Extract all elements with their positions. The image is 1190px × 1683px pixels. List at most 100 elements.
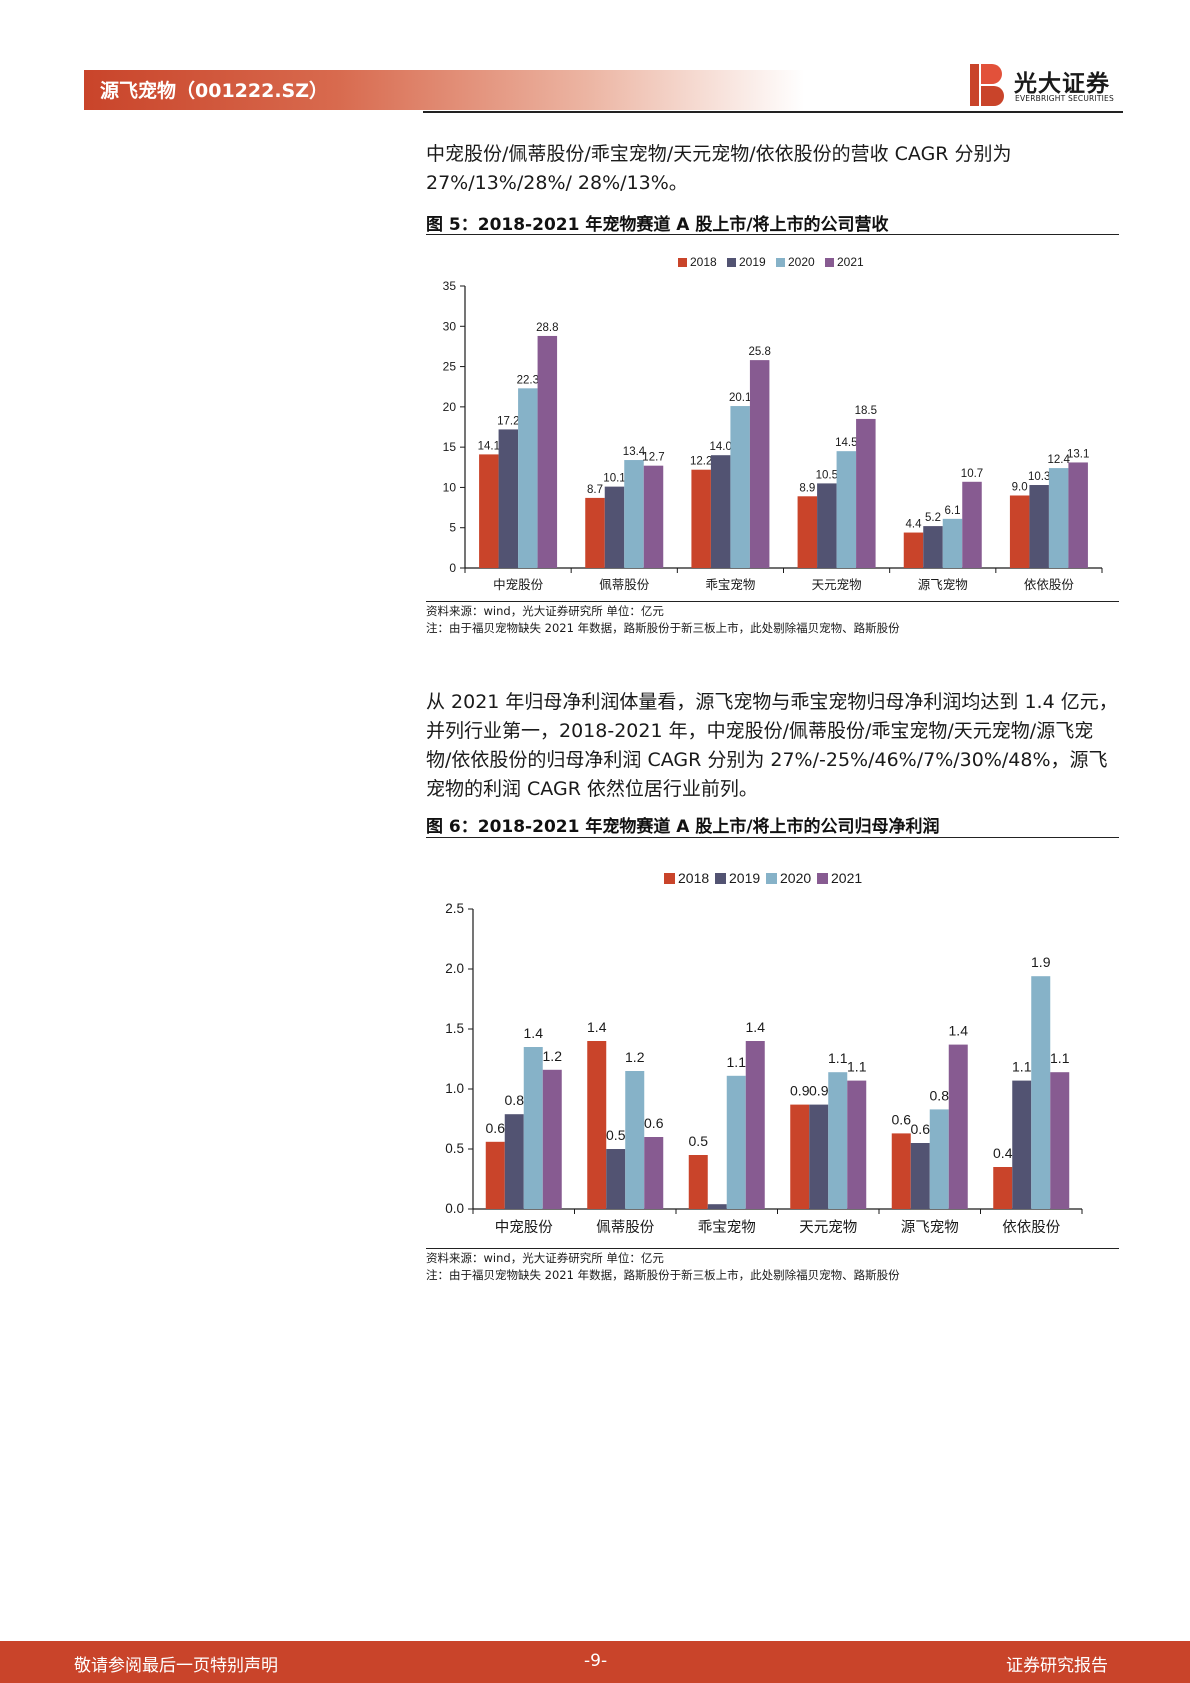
- data-label: 0.5: [689, 1133, 709, 1149]
- revenue-chart: 2018 2019 2020 2021 0 5 10 15 20 25 30 35 14.1 17.2 22…: [443, 255, 1103, 592]
- x-tick-label: 依依股份: [1002, 1219, 1060, 1236]
- data-label: 1.1: [828, 1050, 848, 1066]
- data-label: 0.9: [809, 1083, 829, 1099]
- paragraph-line: 中宠股份/佩蒂股份/乖宝宠物/天元宠物/依依股份的营收 CAGR 分别为: [426, 143, 1012, 165]
- bar: [688, 1155, 708, 1209]
- bar: [537, 335, 558, 568]
- data-label: 0.6: [911, 1121, 931, 1137]
- legend-swatch: [817, 873, 828, 884]
- bar: [942, 518, 963, 568]
- bar: [691, 469, 711, 568]
- bar: [1031, 976, 1051, 1209]
- y-tick-label: 0.5: [445, 1141, 464, 1156]
- bar: [797, 496, 818, 568]
- figure-6-note: 注：由于福贝宠物缺失 2021 年数据，路斯股份于新三板上市，此处剔除福贝宠物、…: [426, 1268, 900, 1282]
- data-label: 6.1: [945, 505, 961, 517]
- bar: [749, 360, 770, 568]
- y-tick-label: 10: [443, 480, 457, 494]
- data-label: 14.5: [835, 437, 857, 449]
- bar: [948, 1044, 968, 1209]
- paragraph-line: 宠物的利润 CAGR 依然位居行业前列。: [426, 778, 758, 800]
- x-tick-label: 天元宠物: [812, 577, 862, 592]
- y-tick-label: 5: [449, 521, 456, 535]
- data-label: 10.3: [1028, 471, 1050, 483]
- data-label: 20.1: [729, 392, 751, 404]
- bar: [523, 1047, 543, 1209]
- data-label: 25.8: [748, 346, 770, 358]
- data-label: 1.4: [746, 1019, 766, 1035]
- bar: [587, 1041, 607, 1209]
- x-tick-label: 源飞宠物: [918, 577, 968, 592]
- data-label: 1.1: [727, 1054, 747, 1070]
- paragraph-line: 并列行业第一，2018-2021 年，中宠股份/佩蒂股份/乖宝宠物/天元宠物/源…: [426, 720, 1094, 742]
- bar: [836, 451, 857, 568]
- logo-text-en: EVERBRIGHT SECURITIES: [1015, 94, 1114, 103]
- bar: [790, 1104, 810, 1209]
- y-tick-label: 2.0: [445, 961, 464, 976]
- bar: [707, 1204, 727, 1209]
- bar: [809, 1104, 829, 1209]
- bar: [1068, 462, 1088, 568]
- data-label: 12.2: [690, 456, 712, 468]
- legend-label: 2018: [678, 870, 709, 886]
- bar: [929, 1109, 949, 1209]
- x-tick-label: 佩蒂股份: [599, 578, 650, 592]
- logo-text-cn: 光大证券: [1014, 71, 1110, 97]
- legend-label: 2019: [739, 255, 766, 269]
- header-bar: [84, 70, 804, 110]
- x-tick-label: 中宠股份: [495, 1219, 553, 1236]
- data-label: 0.6: [486, 1120, 506, 1136]
- bar: [891, 1133, 911, 1209]
- bar: [504, 1114, 524, 1209]
- paragraph-line: 从 2021 年归母净利润体量看，源飞宠物与乖宝宠物归母净利润均达到 1.4 亿…: [426, 691, 1118, 713]
- brand-logo: 光大证券 EVERBRIGHT SECURITIES: [968, 62, 1128, 110]
- bar: [498, 429, 519, 568]
- bar: [993, 1167, 1013, 1209]
- data-label: 9.0: [1012, 481, 1028, 493]
- data-label: 13.1: [1067, 448, 1089, 460]
- paragraph-line: 物/依依股份的归母净利润 CAGR 分别为 27%/-25%/46%/7%/30…: [426, 749, 1108, 771]
- bar: [518, 388, 538, 568]
- data-label: 10.1: [603, 473, 625, 485]
- bar: [903, 532, 924, 568]
- data-label: 12.4: [1047, 454, 1070, 466]
- y-tick-label: 2.5: [445, 901, 464, 916]
- bar: [847, 1080, 867, 1209]
- figure-5-note: 注：由于福贝宠物缺失 2021 年数据，路斯股份于新三板上市，此处剔除福贝宠物、…: [426, 621, 900, 635]
- data-label: 0.8: [930, 1087, 950, 1103]
- figure-6-title: 图 6：2018-2021 年宠物赛道 A 股上市/将上市的公司归母净利润: [426, 817, 940, 837]
- data-label: 1.1: [1012, 1059, 1032, 1075]
- legend-swatch: [727, 258, 736, 267]
- bar: [624, 460, 644, 568]
- data-label: 1.4: [524, 1025, 544, 1041]
- figure-6-source: 资料来源：wind，光大证券研究所 单位：亿元: [426, 1251, 664, 1265]
- bar: [604, 486, 625, 568]
- bar: [1012, 1080, 1032, 1209]
- x-tick-label: 佩蒂股份: [596, 1219, 654, 1236]
- data-label: 0.9: [790, 1083, 810, 1099]
- legend-label: 2020: [780, 870, 811, 886]
- data-label: 13.4: [623, 446, 646, 458]
- figure-6-bottom-rule: [426, 1248, 1119, 1249]
- bar: [643, 465, 664, 568]
- data-label: 0.8: [505, 1092, 525, 1108]
- data-label: 18.5: [855, 405, 877, 417]
- legend-label: 2021: [831, 870, 862, 886]
- figure-5-source: 资料来源：wind，光大证券研究所 单位：亿元: [426, 604, 664, 618]
- footer-disclaimer: 敬请参阅最后一页特别声明: [74, 1656, 278, 1676]
- data-label: 1.1: [1050, 1050, 1070, 1066]
- paragraph-2: 从 2021 年归母净利润体量看，源飞宠物与乖宝宠物归母净利润均达到 1.4 亿…: [426, 688, 1119, 804]
- legend-label: 2020: [788, 255, 815, 269]
- bar: [585, 497, 605, 568]
- data-label: 22.3: [517, 374, 539, 386]
- bar: [962, 481, 982, 568]
- data-label: 8.7: [587, 484, 603, 496]
- legend-swatch: [766, 873, 777, 884]
- bar: [828, 1072, 848, 1209]
- legend-label: 2019: [729, 870, 760, 886]
- figure-5-top-rule: [426, 234, 1119, 235]
- bar: [745, 1041, 765, 1209]
- report-title: 源飞宠物（001222.SZ）: [100, 80, 329, 102]
- x-tick-label: 乖宝宠物: [705, 577, 755, 592]
- footer-report-type: 证券研究报告: [1006, 1656, 1108, 1676]
